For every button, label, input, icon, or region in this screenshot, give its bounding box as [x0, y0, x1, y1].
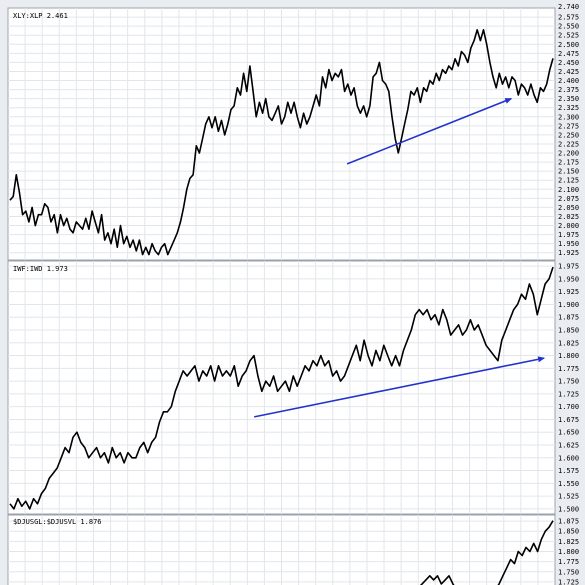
y-tick-label: 1.725	[558, 578, 579, 585]
y-tick-label: 2.450	[558, 59, 579, 67]
y-tick-label: 1.575	[558, 467, 579, 475]
y-tick-label: 1.800	[558, 548, 579, 556]
y-tick-label: 2.550	[558, 23, 579, 31]
y-tick-label: 2.225	[558, 140, 579, 148]
y-tick-label: 2.150	[558, 168, 579, 176]
panel-label-xly-xlp: XLY:XLP 2.461	[13, 12, 68, 20]
y-tick-label: 2.025	[558, 213, 579, 221]
y-tick-label: 2.475	[558, 50, 579, 58]
y-tick-label: 1.625	[558, 442, 579, 450]
panel-iwf-iwd: 1.500 1.525 1.550 1.575 1.600 1.625 1.650 1.675…	[7, 260, 579, 515]
y-tick-label: 1.750	[558, 378, 579, 386]
y-tick-label: 1.600	[558, 454, 579, 462]
y-tick-label: 2.375	[558, 86, 579, 94]
y-tick-label: 1.675	[558, 416, 579, 424]
y-tick-label: 2.275	[558, 122, 579, 130]
y-tick-label: 2.325	[558, 104, 579, 112]
y-tick-label: 2.000	[558, 222, 579, 230]
trend-arrow-iwf-iwd	[253, 356, 546, 418]
y-tick-label: 1.825	[558, 538, 579, 546]
panel-xly-xlp: 1.9251.9501.9752.0002.0252.0502.0752.100…	[7, 7, 579, 261]
panel-label-djusgl-djusvl: $DJUSGL:$DJUSVL 1.876	[13, 518, 102, 526]
y-tick-label: 2.575	[558, 14, 579, 22]
y-tick-label: 1.500	[558, 505, 579, 513]
y-tick-label: 1.975	[558, 263, 579, 271]
y-tick-label: 2.075	[558, 195, 579, 203]
y-tick-label: 2.100	[558, 186, 579, 194]
y-tick-label: 1.975	[558, 231, 579, 239]
y-tick-label: 2.250	[558, 131, 579, 139]
y-tick-label: 1.550	[558, 480, 579, 488]
trend-arrow-xly-xlp	[346, 97, 513, 165]
y-tick-label: 2.425	[558, 68, 579, 76]
y-tick-label: 1.775	[558, 558, 579, 566]
series-line-iwf-iwd	[9, 266, 554, 510]
y-tick-label: 1.850	[558, 327, 579, 335]
y-tick-label: 1.925	[558, 249, 579, 257]
y-tick-label: 1.775	[558, 365, 579, 373]
y-tick-label: 1.525	[558, 493, 579, 501]
y-tick-label: 1.875	[558, 518, 579, 526]
y-tick-label: 1.750	[558, 568, 579, 576]
y-tick-label: 1.825	[558, 339, 579, 347]
y-tick-label: 1.800	[558, 352, 579, 360]
series-line-xly-xlp	[9, 29, 554, 256]
y-tick-label: 2.525	[558, 32, 579, 40]
y-tick-label: 1.725	[558, 390, 579, 398]
y-tick-label: 2.500	[558, 41, 579, 49]
y-tick-label: 2.400	[558, 77, 579, 85]
y-tick-label: 1.700	[558, 403, 579, 411]
y-tick-top-partial: 2.740	[558, 3, 579, 11]
y-tick-label: 2.175	[558, 159, 579, 167]
y-tick-label: 1.950	[558, 240, 579, 248]
y-tick-label: 2.350	[558, 95, 579, 103]
y-tick-label: 1.900	[558, 301, 579, 309]
y-tick-label: 2.125	[558, 177, 579, 185]
y-tick-label: 2.200	[558, 150, 579, 158]
panel-label-iwf-iwd: IWF:IWD 1.973	[13, 265, 68, 273]
panel-djusgl-djusvl: 1.725 1.750 1.775 1.800 1.825 1.850 1.875 $DJU…	[7, 514, 579, 585]
y-tick-label: 1.925	[558, 288, 579, 296]
y-tick-label: 1.850	[558, 528, 579, 536]
y-tick-label: 1.875	[558, 314, 579, 322]
y-tick-label: 2.050	[558, 204, 579, 212]
y-tick-label: 1.650	[558, 429, 579, 437]
y-tick-label: 2.300	[558, 113, 579, 121]
y-tick-label: 1.950	[558, 275, 579, 283]
